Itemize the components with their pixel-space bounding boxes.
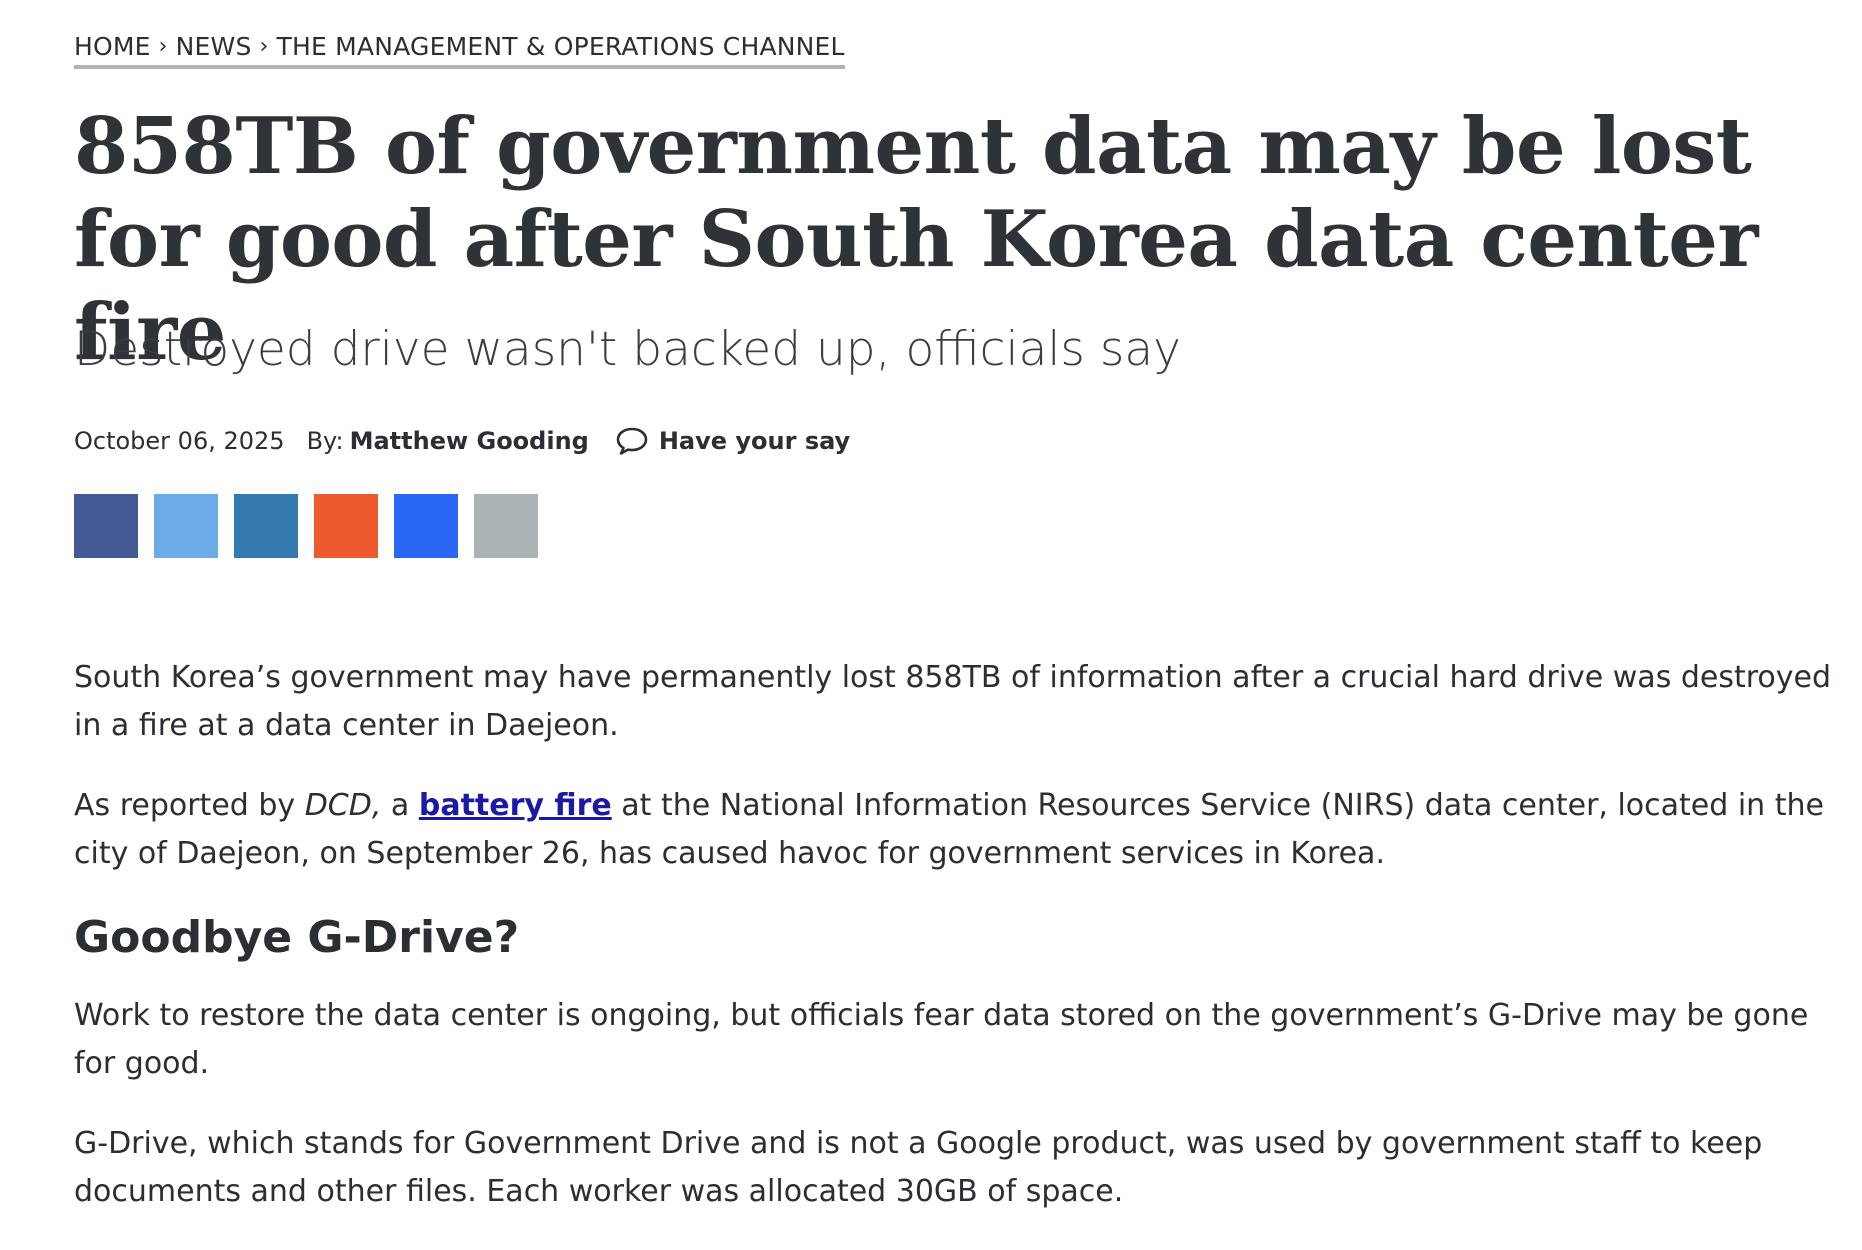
speech-bubble-icon xyxy=(616,427,648,455)
breadcrumb-channel-link[interactable]: THE MANAGEMENT & OPERATIONS CHANNEL xyxy=(276,32,845,61)
breadcrumb-separator-icon: › xyxy=(259,34,269,59)
article-headline: 858TB of government data may be lost for… xyxy=(74,101,1758,378)
breadcrumb: HOME › NEWS › THE MANAGEMENT & OPERATION… xyxy=(74,32,845,69)
paragraph-text: As reported by xyxy=(74,788,305,823)
article-subheadline: Destroyed drive wasn't backed up, offici… xyxy=(74,322,1181,377)
paragraph-text: a xyxy=(381,788,419,823)
paragraph-text: at the National Information Resources Se… xyxy=(74,788,1824,871)
article-meta: October 06, 2025 By: Matthew Gooding Hav… xyxy=(74,426,850,456)
paragraph-report: As reported by DCD, a battery fire at th… xyxy=(74,782,1844,878)
share-twitter-button[interactable] xyxy=(154,494,218,558)
share-buttons xyxy=(74,494,554,558)
byline-label: By: xyxy=(306,427,344,455)
author-link[interactable]: Matthew Gooding xyxy=(349,427,589,455)
paragraph-restore: Work to restore the data center is ongoi… xyxy=(74,998,1809,1081)
paragraph-gdrive: G-Drive, which stands for Government Dri… xyxy=(74,1126,1763,1209)
share-reddit-button[interactable] xyxy=(314,494,378,558)
breadcrumb-separator-icon: › xyxy=(158,34,168,59)
share-linkedin-button[interactable] xyxy=(234,494,298,558)
comments-label: Have your say xyxy=(658,427,851,455)
section-heading: Goodbye G-Drive? xyxy=(74,912,520,963)
publish-date: October 06, 2025 xyxy=(74,427,285,455)
breadcrumb-home-link[interactable]: HOME xyxy=(74,32,151,61)
breadcrumb-news-link[interactable]: NEWS xyxy=(175,32,252,61)
source-name: DCD, xyxy=(304,788,382,823)
article-body: South Korea’s government may have perman… xyxy=(74,654,1844,1248)
share-facebook-button[interactable] xyxy=(74,494,138,558)
battery-fire-link[interactable]: battery fire xyxy=(418,788,612,823)
share-email-button[interactable] xyxy=(474,494,538,558)
share-bluesky-button[interactable] xyxy=(394,494,458,558)
comments-link[interactable]: Have your say xyxy=(615,426,850,456)
paragraph-intro: South Korea’s government may have perman… xyxy=(74,660,1832,743)
